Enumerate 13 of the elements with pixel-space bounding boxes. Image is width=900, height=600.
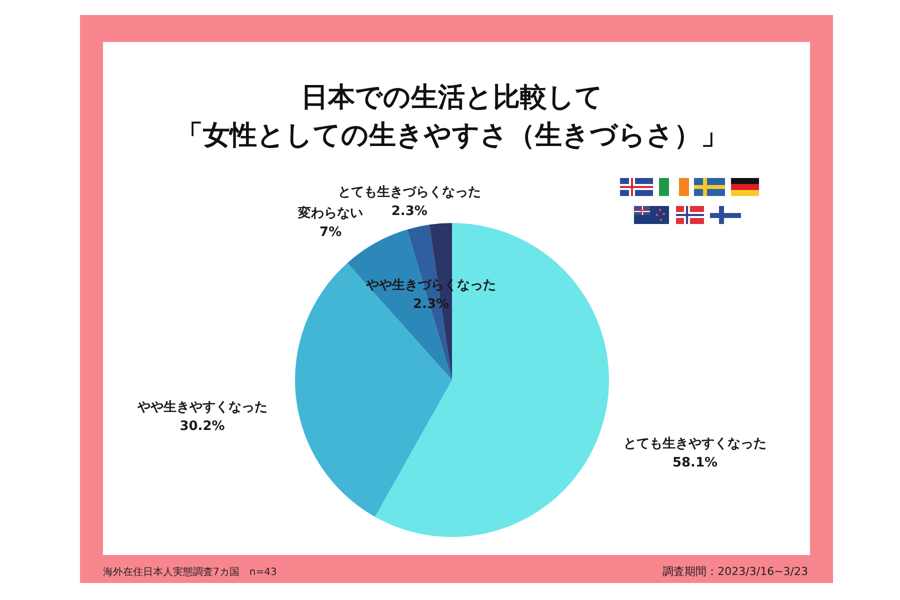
slice-label: とても生きづらくなった (338, 185, 481, 200)
slice-label: とても生きやすくなった (623, 436, 766, 452)
text: 海外在住日本人実態調査7カ国 n=43 (103, 566, 277, 578)
data-label: 30.2% (180, 419, 225, 434)
slice-label: やや生きやすくなった (136, 400, 268, 416)
data-label: 2.3% (413, 296, 450, 312)
data-label: 7% (320, 224, 342, 240)
chart-subtitle: 「女性としての生きやすさ（生きづらさ）」 (176, 120, 728, 151)
data-label: 58.1% (672, 456, 718, 471)
slice-label: 変わらない (297, 204, 364, 221)
data-label: 2.3% (391, 204, 428, 220)
chart-title: 日本での生活と比較して (301, 82, 603, 113)
text: 調査期間：2023/3/16~3/23 (662, 565, 808, 578)
